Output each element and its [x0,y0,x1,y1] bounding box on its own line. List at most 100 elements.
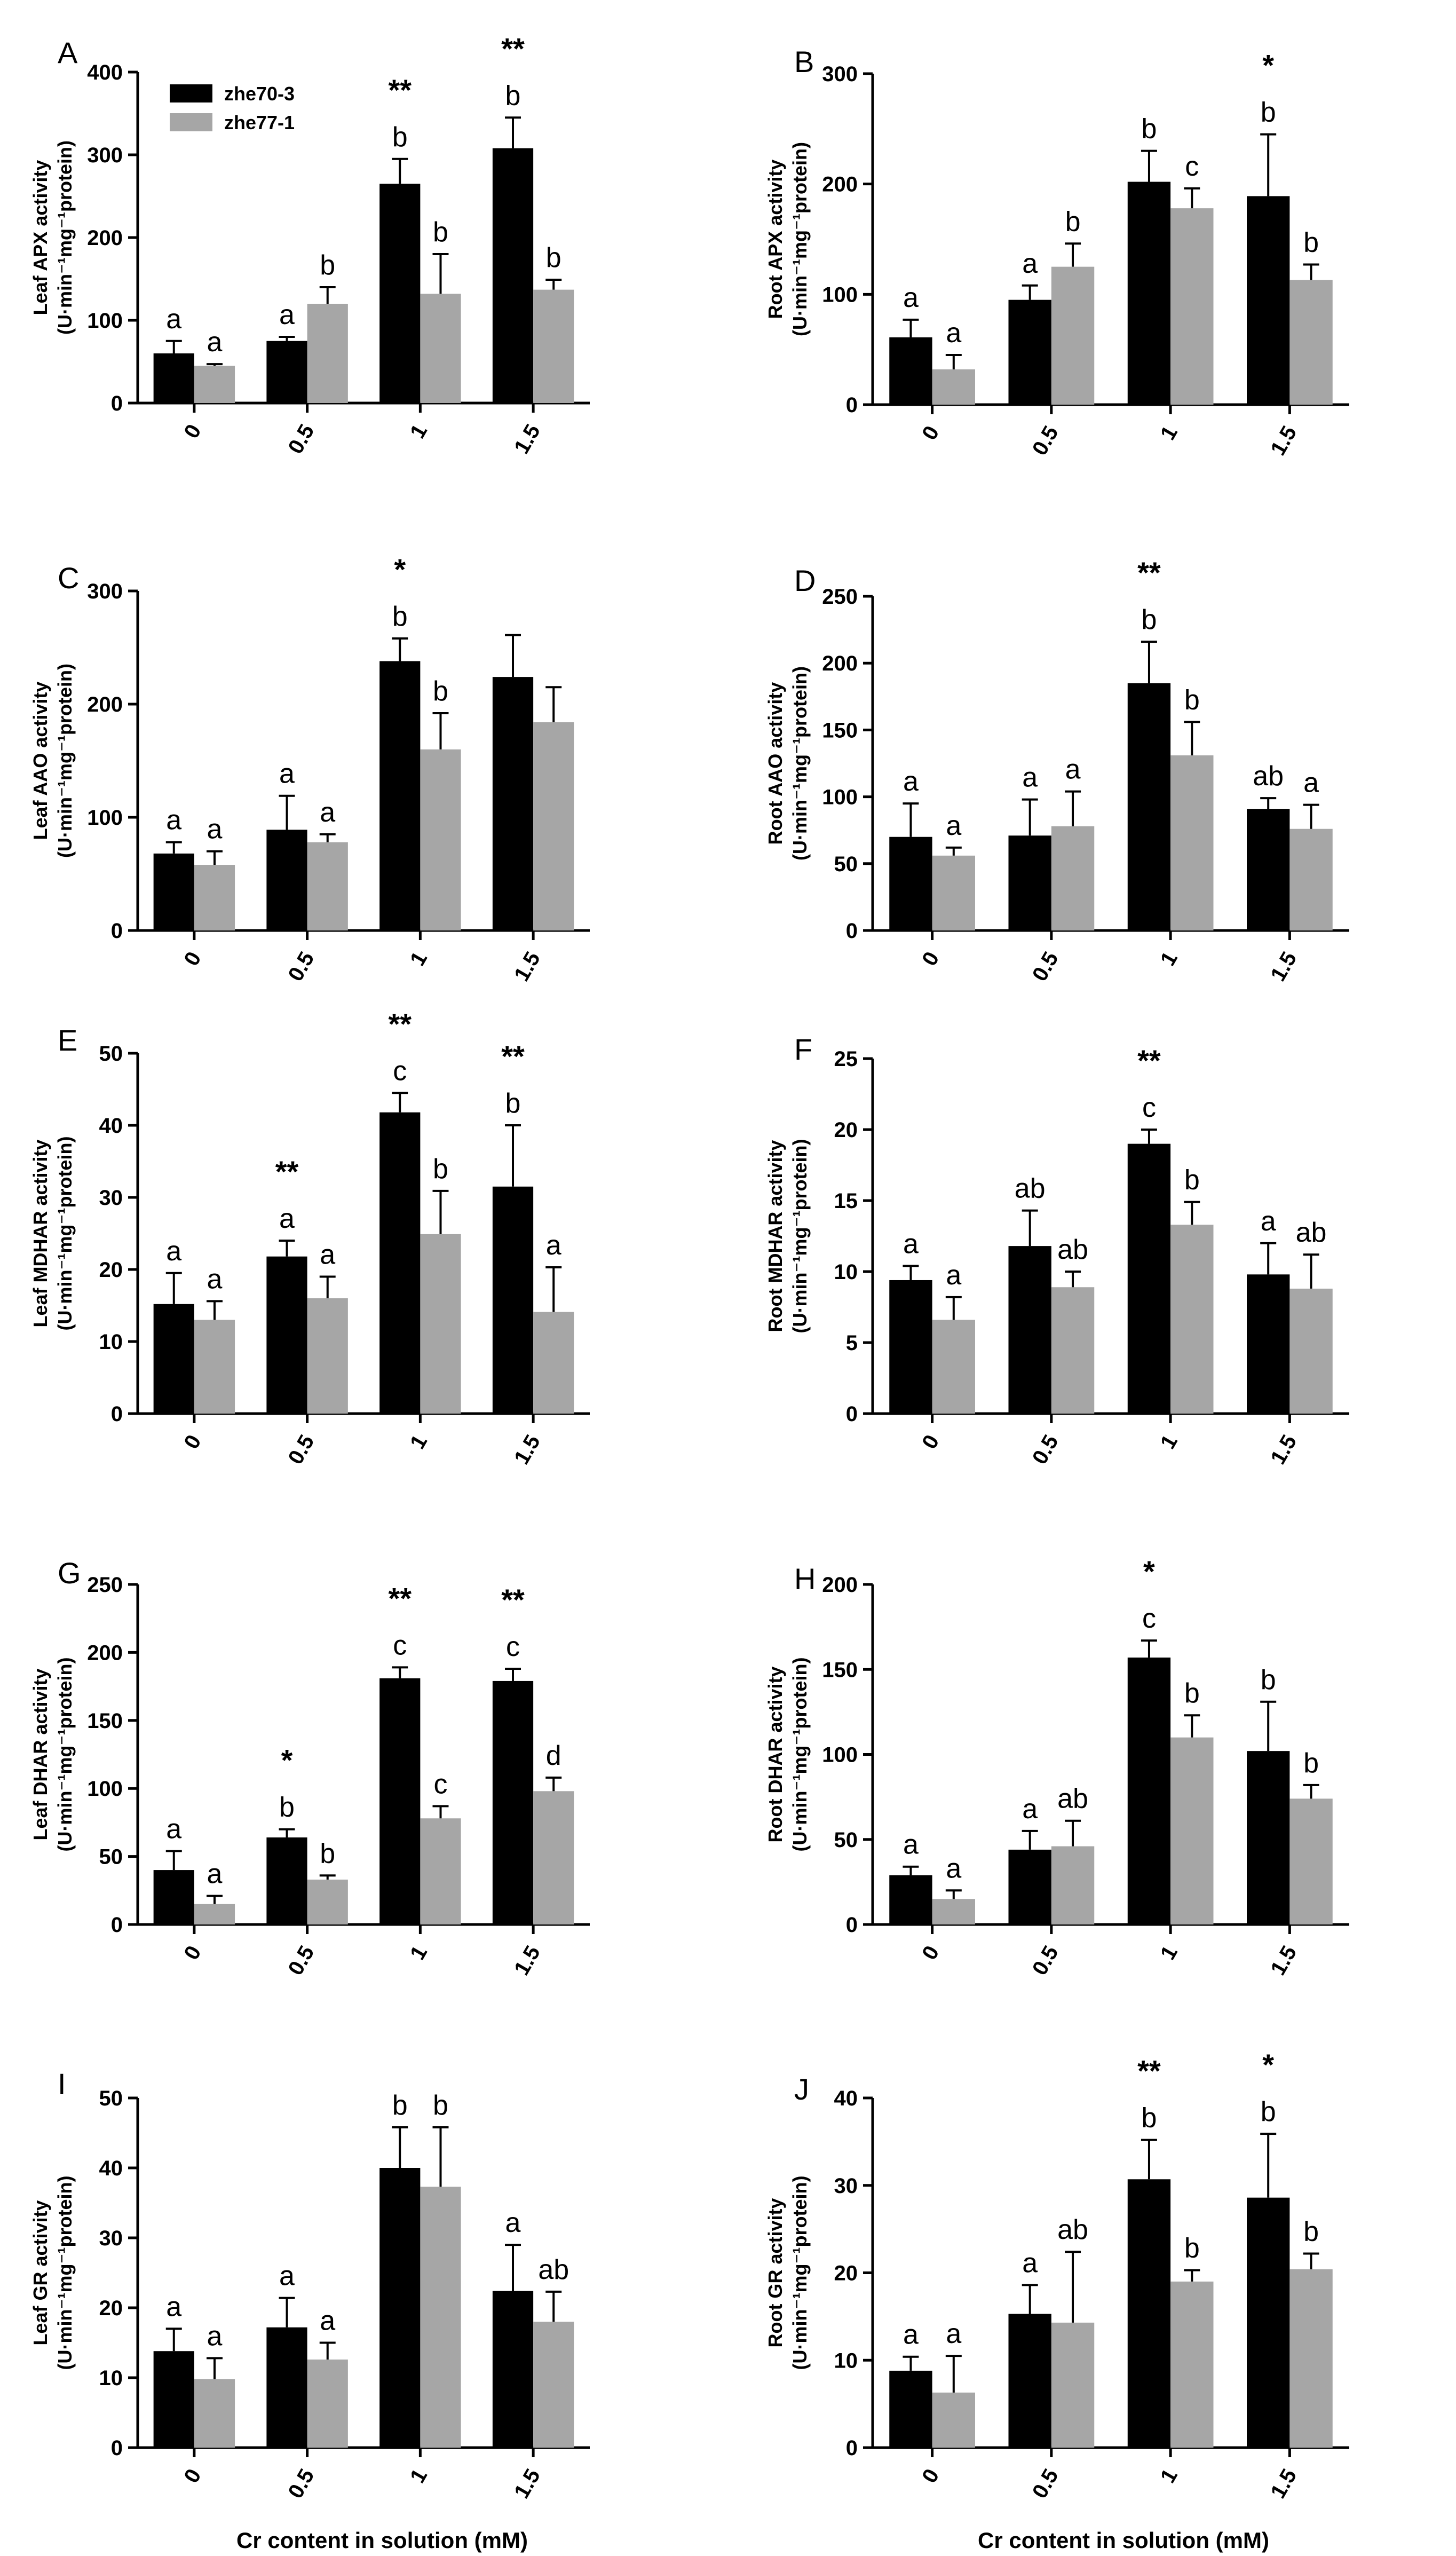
bar-zhe77-1-0.5 [307,1879,348,1924]
bar-zhe77-1-1 [1170,2281,1214,2448]
significance-letter: b [1184,2233,1200,2264]
x-tick-label: 0.5 [284,2465,319,2503]
y-axis-label: Leaf APX activity [29,160,51,315]
significance-letter: a [505,2207,521,2238]
bar-zhe70-3-1 [1127,182,1171,405]
bar-zhe77-1-1 [1170,1737,1214,1924]
legend-swatch-zhe77-1 [170,113,212,131]
bar-zhe70-3-1.5 [1247,1751,1290,1924]
significance-letter: a [946,1853,961,1884]
significance-stars: ** [501,1039,525,1073]
x-tick-label: 1.5 [1266,422,1301,460]
bar-zhe77-1-1.5 [533,2322,574,2448]
significance-letter: d [546,1740,561,1771]
x-tick-label: 1 [1156,422,1182,444]
bar-zhe70-3-1 [1127,2179,1171,2448]
x-axis-title-right: Cr content in solution (mM) [978,2528,1269,2553]
significance-letter: b [433,217,448,248]
panel-letter: I [58,2067,66,2101]
y-tick-label: 100 [87,1777,123,1801]
x-tick-label: 1.5 [1266,1431,1301,1469]
y-tick-label: 0 [111,1913,123,1937]
significance-letter: b [1141,604,1157,635]
bar-zhe77-1-1.5 [1289,829,1333,930]
bar-zhe70-3-1 [1127,1143,1171,1414]
bar-zhe70-3-0.5 [1008,835,1051,930]
significance-letter: a [279,299,295,330]
bar-zhe70-3-0.5 [266,1837,307,1924]
legend-swatch-zhe70-3 [170,84,212,102]
significance-letter: a [166,2291,181,2322]
bar-zhe70-3-1.5 [1247,2197,1290,2448]
y-axis-label: Root DHAR activity [764,1666,786,1842]
x-tick-label: 0 [917,422,944,444]
bar-zhe77-1-1 [420,1818,461,1924]
bar-zhe70-3-0.5 [1008,1246,1051,1414]
bar-zhe77-1-0 [932,2392,975,2448]
bar-zhe77-1-0 [932,855,975,930]
y-tick-label: 20 [834,1118,858,1142]
y-tick-label: 50 [99,2087,123,2110]
bar-zhe70-3-1 [379,1112,421,1414]
panel-letter: D [794,564,816,597]
chart-panel-a: A 0 100 200 300 400 Leaf APX activity (U·min⁻¹m… [29,31,590,458]
y-tick-label: 250 [87,1573,123,1597]
bar-zhe77-1-0.5 [1051,2322,1095,2448]
bar-zhe70-3-1 [379,2168,421,2448]
y-tick-label: 25 [834,1047,858,1071]
x-tick-label: 0.5 [1028,948,1063,985]
bar-zhe70-3-0 [153,353,194,403]
significance-stars: * [1262,49,1274,82]
x-tick-label: 0 [179,1942,205,1964]
y-tick-label: 0 [846,1913,858,1937]
y-axis-label-units: (U·min⁻¹mg⁻¹protein) [54,1658,76,1852]
significance-letter: a [946,1260,961,1291]
panel-letter: C [58,561,79,595]
legend-label-zhe70-3: zhe70-3 [224,83,295,105]
significance-stars: * [1262,2048,1274,2081]
significance-letter: a [903,282,919,313]
y-tick-label: 40 [834,2087,858,2110]
bar-zhe77-1-0 [194,2379,235,2448]
bar-zhe77-1-0.5 [1051,826,1095,930]
y-tick-label: 40 [99,1114,123,1138]
significance-letter: a [207,327,223,358]
x-tick-label: 1 [406,948,432,970]
significance-letter: a [166,304,181,335]
bar-zhe77-1-1 [420,2187,461,2448]
significance-letter: b [433,676,448,707]
chart-panel-d: D 0 50 100 150 200 250 Root AAO activity (U·min⁻… [764,556,1349,985]
y-axis-label-units: (U·min⁻¹mg⁻¹protein) [54,664,76,858]
significance-letter: ab [1057,1234,1088,1265]
bar-zhe77-1-0.5 [307,2359,348,2448]
significance-letter: ab [1057,2214,1088,2245]
significance-letter: ab [538,2254,569,2285]
y-axis-label-units: (U·min⁻¹mg⁻¹protein) [789,666,811,861]
y-axis-label: Leaf GR activity [29,2200,51,2345]
y-tick-label: 300 [87,580,123,603]
bar-zhe77-1-1.5 [1289,280,1333,405]
bar-zhe77-1-0 [932,1899,975,1924]
bar-zhe77-1-0 [194,1320,235,1414]
x-tick-label: 0.5 [1028,2465,1063,2503]
bar-zhe77-1-1.5 [1289,1288,1333,1414]
significance-letter: b [392,601,408,632]
bar-zhe77-1-1.5 [533,289,574,403]
y-tick-label: 300 [822,62,858,86]
significance-letter: b [1261,97,1276,128]
significance-letter: b [392,122,408,153]
significance-letter: b [1065,206,1081,237]
y-tick-label: 30 [834,2174,858,2198]
significance-letter: c [1142,1092,1156,1123]
bar-zhe70-3-0.5 [1008,2314,1051,2448]
bar-zhe70-3-0 [889,837,932,930]
significance-letter: b [546,242,561,273]
significance-letter: a [320,2306,335,2337]
chart-panel-b: B 0 100 200 300 Root APX activity (U·min⁻¹mg⁻¹… [764,45,1349,460]
bar-zhe70-3-1.5 [492,677,534,930]
y-tick-label: 150 [822,1658,858,1682]
x-tick-label: 1.5 [510,1431,545,1469]
